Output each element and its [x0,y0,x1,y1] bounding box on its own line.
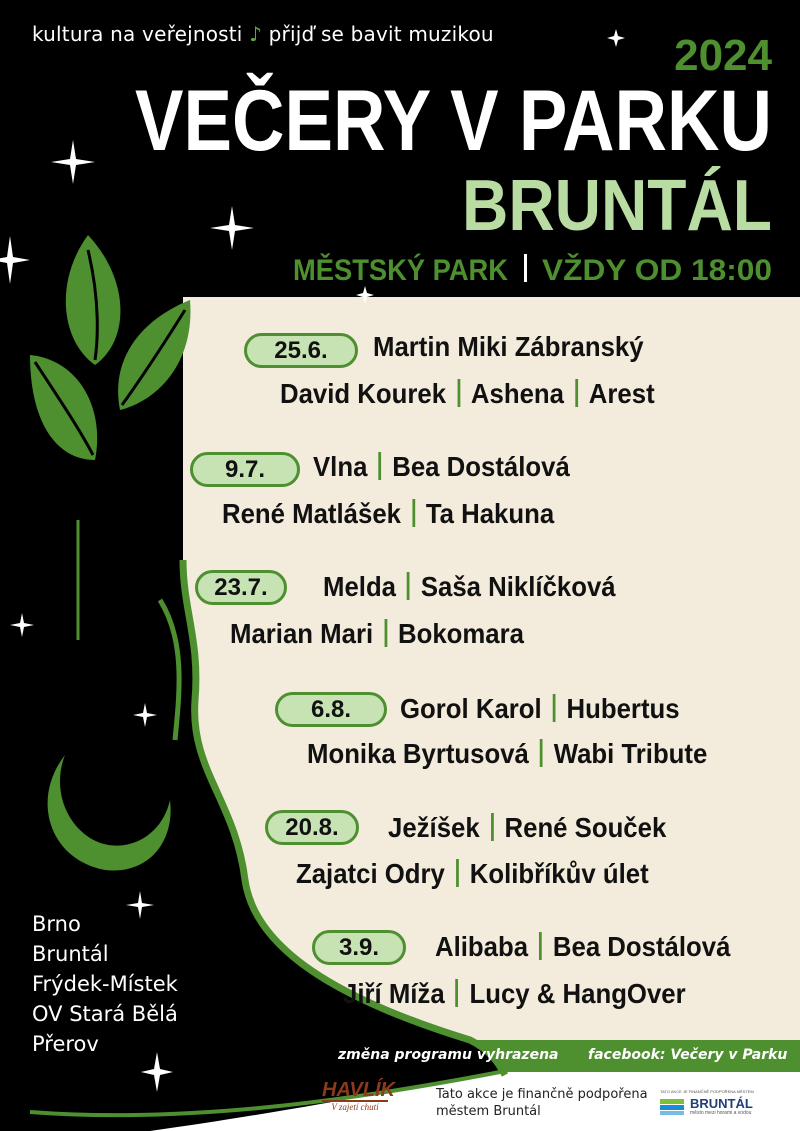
separator [455,979,459,1007]
performer-name: Ashena [470,378,564,409]
performer-line: Marian Mari Bokomara [230,618,524,650]
performer-line: Martin Miki Zábranský [373,331,644,363]
separator [552,694,556,722]
performer-name: Martin Miki Zábranský [373,331,644,362]
performer-name: David Kourek [280,378,447,409]
city-item: Přerov [32,1032,99,1056]
performer-name: Marian Mari [230,618,374,649]
date-badge: 6.8. [275,692,387,727]
program-panel [183,297,800,1040]
performer-name: Arest [588,378,655,409]
performer-name: Ježíšek [388,812,480,843]
performer-name: Kolibříkův úlet [469,858,649,889]
separator [455,859,459,887]
performer-name: Saša Niklíčková [420,571,616,602]
funding-text: Tato akce je finančně podpořena městem B… [436,1087,648,1119]
performer-name: Hubertus [566,693,680,724]
performer-name: René Souček [504,812,667,843]
date-badge: 3.9. [312,930,406,965]
separator [407,572,410,600]
performer-name: Bea Dostálová [392,451,570,482]
performer-line: David Kourek Ashena Arest [280,378,655,410]
date-badge: 9.7. [190,452,300,487]
guitar-outline [179,559,509,1077]
performer-line: Alibaba Bea Dostálová [435,931,730,963]
separator [539,932,542,960]
performer-name: Ta Hakuna [425,498,555,529]
separator [457,379,460,407]
separator [384,619,387,647]
performer-name: Zajatci Odry [296,858,445,889]
separator [378,452,382,480]
tagline-left: kultura na veřejnosti [32,22,243,46]
year: 2024 [674,31,772,80]
performer-line: Gorol Karol Hubertus [400,693,680,725]
sponsor-logo: HAVLÍK V zajetí chutí [322,1079,395,1112]
performer-name: Jiří Míža [343,978,445,1009]
performer-line: Melda Saša Niklíčková [323,571,616,603]
date-badge: 20.8. [265,810,359,845]
performer-line: Zajatci Odry Kolibříkův úlet [296,858,649,890]
separator [539,739,543,767]
performer-name: Monika Byrtusová [307,738,529,769]
date-badge: 25.6. [244,333,358,368]
performer-name: Melda [323,571,397,602]
city-logo: TATO AKCE JE FINANČNĚ PODPOŘENA MĚSTEM B… [660,1089,754,1116]
stars [0,29,625,1092]
performer-line: Monika Byrtusová Wabi Tribute [307,738,707,770]
program-notice: změna programu vyhrazena [338,1047,559,1063]
performer-name: Gorol Karol [400,693,542,724]
performer-name: Bea Dostálová [552,931,731,962]
city-title: BRUNTÁL [462,166,772,246]
separator [490,813,494,841]
performer-name: Wabi Tribute [553,738,708,769]
separator [575,379,578,407]
performer-line: Jiří Míža Lucy & HangOver [343,978,686,1010]
music-note-icon: ♪ [249,22,263,46]
city-item: Brno [32,912,81,936]
venue: MĚSTSKÝ PARK [293,253,508,287]
performer-name: Lucy & HangOver [469,978,686,1009]
tagline-right: přijď se bavit muzikou [268,22,494,46]
performer-line: Ježíšek René Souček [388,812,666,844]
performer-name: René Matlášek [222,498,401,529]
separator [412,499,415,527]
page-title: VEČERY V PARKU [135,73,772,169]
performer-name: Vlna [313,451,368,482]
performer-line: Vlna Bea Dostálová [313,451,570,483]
performer-name: Alibaba [435,931,529,962]
city-item: Frýdek-Místek [32,972,178,996]
facebook-link[interactable]: facebook: Večery v Parku [588,1047,788,1063]
sound-hole [47,755,171,871]
date-badge: 23.7. [195,570,287,605]
leaf-icon [30,235,191,460]
city-logo-icon [660,1098,684,1115]
city-item: Bruntál [32,942,109,966]
time: VŽDY OD 18:00 [542,253,772,287]
performer-line: René Matlášek Ta Hakuna [222,498,554,530]
performer-name: Bokomara [398,618,524,649]
city-item: OV Stará Bělá [32,1002,178,1026]
tagline: kultura na veřejnosti ♪ přijď se bavit m… [32,22,494,46]
